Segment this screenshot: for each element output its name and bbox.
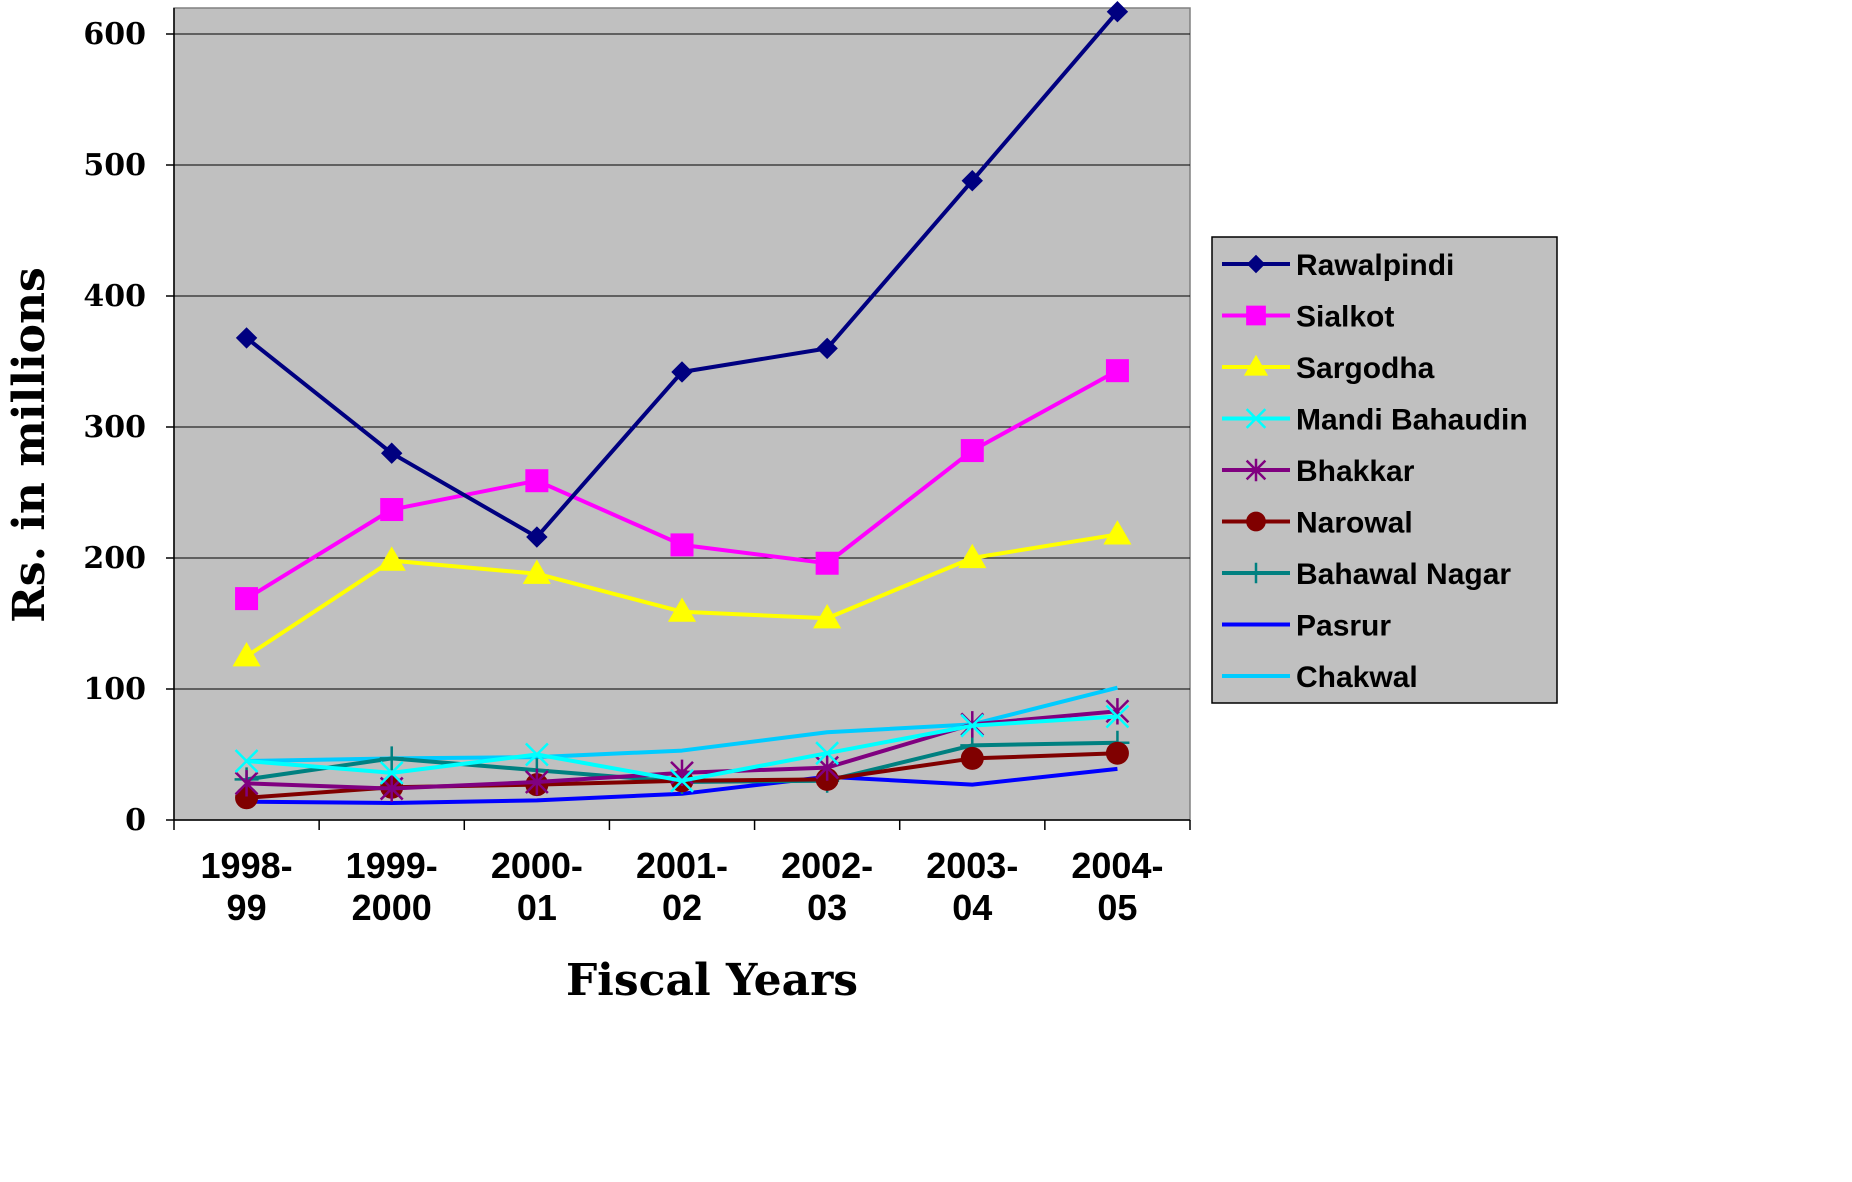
y-tick-label: 300: [83, 410, 146, 445]
y-tick-label: 0: [125, 803, 146, 838]
x-axis-title: Fiscal Years: [566, 955, 858, 1006]
series-sargodha: [232, 520, 1132, 667]
data-point: [1246, 305, 1266, 326]
data-point: [671, 361, 693, 383]
legend-label: Pasrur: [1296, 610, 1391, 643]
legend-label: Sialkot: [1296, 301, 1394, 334]
y-tick-label: 400: [83, 279, 146, 314]
data-point: [1105, 741, 1129, 765]
data-point: [1246, 254, 1266, 274]
legend-label: Bhakkar: [1296, 455, 1415, 488]
data-point: [670, 768, 694, 793]
data-point: [522, 559, 551, 584]
series-mandi-bahaudin: [234, 704, 1130, 793]
data-point: [525, 469, 549, 493]
data-point: [813, 604, 842, 629]
x-tick-label: 2004-05: [1071, 845, 1163, 928]
legend-item: Mandi Bahaudin: [1222, 404, 1528, 437]
legend-label: Chakwal: [1296, 661, 1418, 694]
legend-item: Pasrur: [1222, 610, 1391, 643]
data-point: [234, 749, 259, 773]
data-point: [815, 551, 839, 575]
data-point: [380, 498, 404, 522]
data-point: [232, 642, 261, 667]
data-point: [234, 770, 259, 797]
y-tick-label: 500: [83, 148, 146, 183]
data-point: [235, 327, 258, 349]
data-point: [816, 337, 838, 360]
data-point: [1103, 520, 1132, 545]
data-point: [1245, 408, 1267, 429]
data-point: [667, 597, 697, 622]
series-sialkot: [235, 359, 1129, 611]
data-point: [1246, 511, 1266, 532]
x-tick-label: 2001-02: [636, 845, 728, 928]
legend-item: Chakwal: [1222, 661, 1418, 694]
data-point: [379, 746, 404, 771]
data-point: [1106, 1, 1129, 23]
data-point: [381, 442, 403, 464]
x-tick-label: 2003-04: [926, 845, 1018, 928]
data-point: [379, 760, 404, 785]
y-axis-title: Rs. in millions: [4, 267, 55, 623]
data-point: [1245, 458, 1267, 482]
data-point: [377, 546, 406, 571]
data-point: [960, 439, 984, 463]
data-point: [526, 526, 548, 548]
legend-item: Rawalpindi: [1222, 249, 1454, 282]
x-tick-label: 1998-99: [201, 845, 293, 928]
x-tick-label: 2000-01: [491, 845, 583, 928]
data-point: [1105, 704, 1130, 729]
legend-label: Mandi Bahaudin: [1296, 404, 1528, 437]
legend-item: Bahawal Nagar: [1222, 558, 1511, 591]
x-tick-label: 2002-03: [781, 845, 873, 928]
legend-label: Bahawal Nagar: [1296, 558, 1511, 591]
data-point: [1245, 562, 1267, 584]
series-rawalpindi: [235, 1, 1129, 548]
legend-item: Sargodha: [1222, 352, 1435, 385]
legend: Rawalpindi Sialkot Sargodha Mandi Bahaudin B…: [1211, 236, 1558, 704]
data-point: [524, 742, 549, 767]
data-point: [961, 170, 983, 192]
data-point: [815, 741, 840, 766]
data-point: [960, 746, 984, 770]
legend-label: Rawalpindi: [1296, 249, 1454, 282]
data-point: [1243, 354, 1269, 376]
data-point: [235, 587, 259, 611]
data-point: [958, 543, 987, 569]
x-tick-label: 1999-2000: [346, 845, 438, 928]
legend-label: Narowal: [1296, 507, 1413, 540]
y-tick-label: 100: [83, 672, 146, 707]
y-tick-label: 200: [83, 541, 146, 576]
data-point: [524, 768, 549, 796]
data-point: [670, 533, 694, 557]
legend-item: Sialkot: [1222, 301, 1394, 334]
legend-item: Narowal: [1222, 507, 1413, 540]
data-point: [960, 713, 985, 738]
legend-item: Bhakkar: [1222, 455, 1415, 488]
y-tick-label: 600: [83, 17, 146, 52]
data-point: [1105, 359, 1129, 383]
legend-label: Sargodha: [1296, 352, 1435, 385]
